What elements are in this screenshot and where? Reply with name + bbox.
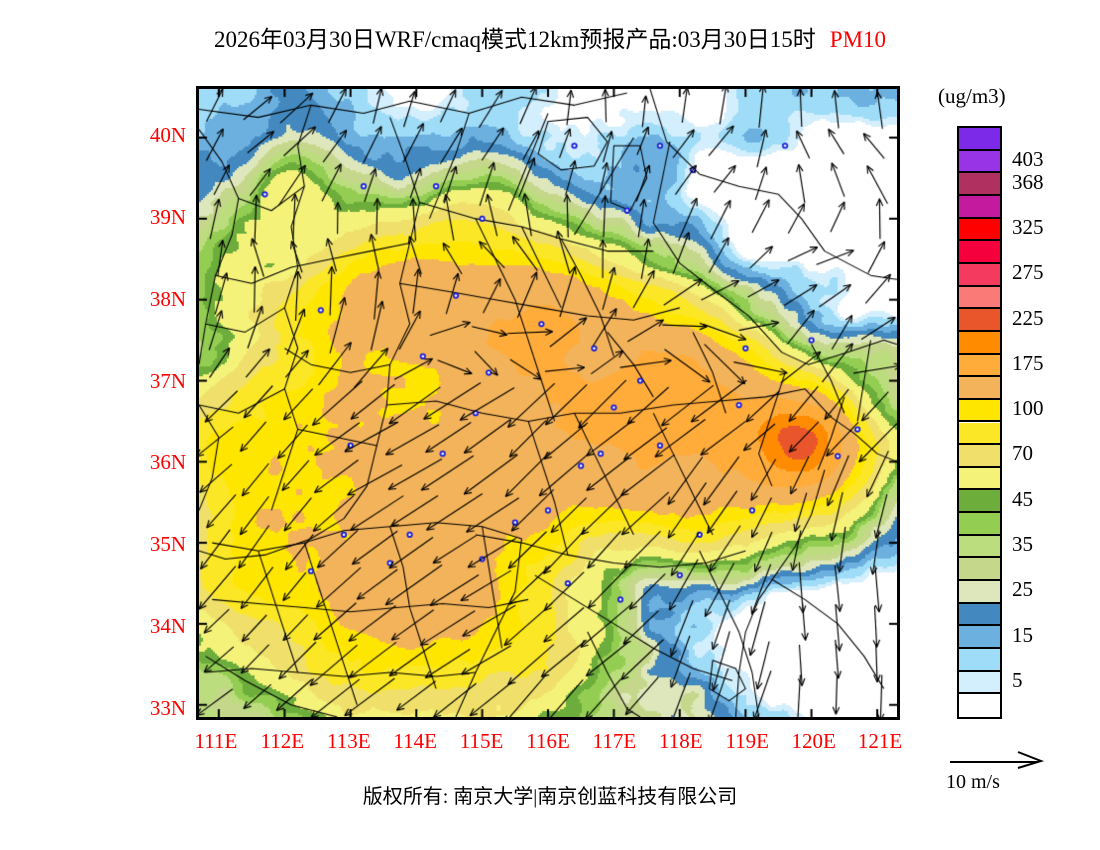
colorbar-band-19 xyxy=(959,558,1000,582)
colorbar-band-10 xyxy=(959,354,1000,378)
colorbar-band-13 xyxy=(959,422,1000,446)
copyright-text: 版权所有: 南京大学|南京创蓝科技有限公司 xyxy=(362,786,738,808)
colorbar-band-7 xyxy=(959,286,1000,310)
colorbar-units-label: (ug/m3) xyxy=(938,84,1006,108)
lon-tick-111E: 111E xyxy=(194,729,238,753)
colorbar-label-403: 403 xyxy=(1012,146,1044,171)
colorbar-band-21 xyxy=(959,603,1000,627)
colorbar-band-18 xyxy=(959,535,1000,559)
colorbar-band-6 xyxy=(959,263,1000,287)
colorbar-band-1 xyxy=(959,150,1000,174)
lon-tick-114E: 114E xyxy=(393,729,437,753)
colorbar-band-24 xyxy=(959,671,1000,695)
lat-tick-36N: 36N xyxy=(149,450,186,475)
lon-tick-118E: 118E xyxy=(659,729,703,753)
colorbar-band-4 xyxy=(959,218,1000,242)
lat-tick-34N: 34N xyxy=(149,613,186,638)
colorbar-label-25: 25 xyxy=(1012,577,1033,602)
colorbar-label-45: 45 xyxy=(1012,486,1033,511)
lon-tick-119E: 119E xyxy=(725,729,770,753)
colorbar-band-17 xyxy=(959,513,1000,536)
colorbar-band-9 xyxy=(959,331,1000,355)
lon-tick-112E: 112E xyxy=(260,729,305,753)
lon-tick-115E: 115E xyxy=(459,729,504,753)
colorbar-label-70: 70 xyxy=(1012,441,1033,466)
lon-tick-113E: 113E xyxy=(326,729,371,753)
footer: 版权所有: 南京大学|南京创蓝科技有限公司 xyxy=(0,780,1100,809)
lon-tick-117E: 117E xyxy=(592,729,637,753)
colorbar-label-15: 15 xyxy=(1012,622,1033,647)
colorbar-band-2 xyxy=(959,173,1000,196)
lat-tick-33N: 33N xyxy=(149,695,186,720)
colorbar-band-20 xyxy=(959,581,1000,604)
lon-tick-120E: 120E xyxy=(791,729,836,753)
colorbar-label-5: 5 xyxy=(1012,668,1023,693)
colorbar-band-23 xyxy=(959,649,1000,672)
lat-tick-35N: 35N xyxy=(149,532,186,557)
lat-tick-39N: 39N xyxy=(149,204,186,229)
colorbar-band-11 xyxy=(959,377,1000,400)
lat-tick-40N: 40N xyxy=(149,123,186,148)
colorbar-band-14 xyxy=(959,445,1000,468)
title-species-label: PM10 xyxy=(829,27,887,52)
colorbar-label-275: 275 xyxy=(1012,260,1044,285)
colorbar-band-25 xyxy=(959,694,1000,717)
lon-tick-116E: 116E xyxy=(526,729,570,753)
colorbar-band-3 xyxy=(959,195,1000,219)
lat-tick-38N: 38N xyxy=(149,286,186,311)
wind-scale-label: 10 m/s xyxy=(946,771,1000,793)
map-plot-area[interactable] xyxy=(196,86,900,720)
pm10-concentration-map[interactable] xyxy=(199,89,897,717)
colorbar[interactable] xyxy=(957,126,1002,719)
colorbar-label-325: 325 xyxy=(1012,214,1044,239)
colorbar-band-22 xyxy=(959,626,1000,650)
title-main-text: 2026年03月30日WRF/cmaq模式12km预报产品:03月30日15时 xyxy=(213,27,816,52)
lon-tick-121E: 121E xyxy=(857,729,903,753)
colorbar-label-175: 175 xyxy=(1012,350,1044,375)
colorbar-band-0 xyxy=(959,128,1000,151)
colorbar-band-8 xyxy=(959,309,1000,332)
colorbar-band-12 xyxy=(959,399,1000,423)
colorbar-label-225: 225 xyxy=(1012,305,1044,330)
colorbar-band-5 xyxy=(959,241,1000,264)
lat-tick-37N: 37N xyxy=(149,368,186,393)
colorbar-label-100: 100 xyxy=(1012,396,1044,421)
colorbar-label-368: 368 xyxy=(1012,169,1044,194)
chart-title: 2026年03月30日WRF/cmaq模式12km预报产品:03月30日15时 P… xyxy=(0,20,1100,54)
colorbar-label-35: 35 xyxy=(1012,532,1033,557)
colorbar-band-15 xyxy=(959,467,1000,491)
colorbar-band-16 xyxy=(959,490,1000,514)
wind-arrow-icon xyxy=(950,751,1045,769)
wind-scale-legend: 10 m/s xyxy=(946,748,1086,794)
